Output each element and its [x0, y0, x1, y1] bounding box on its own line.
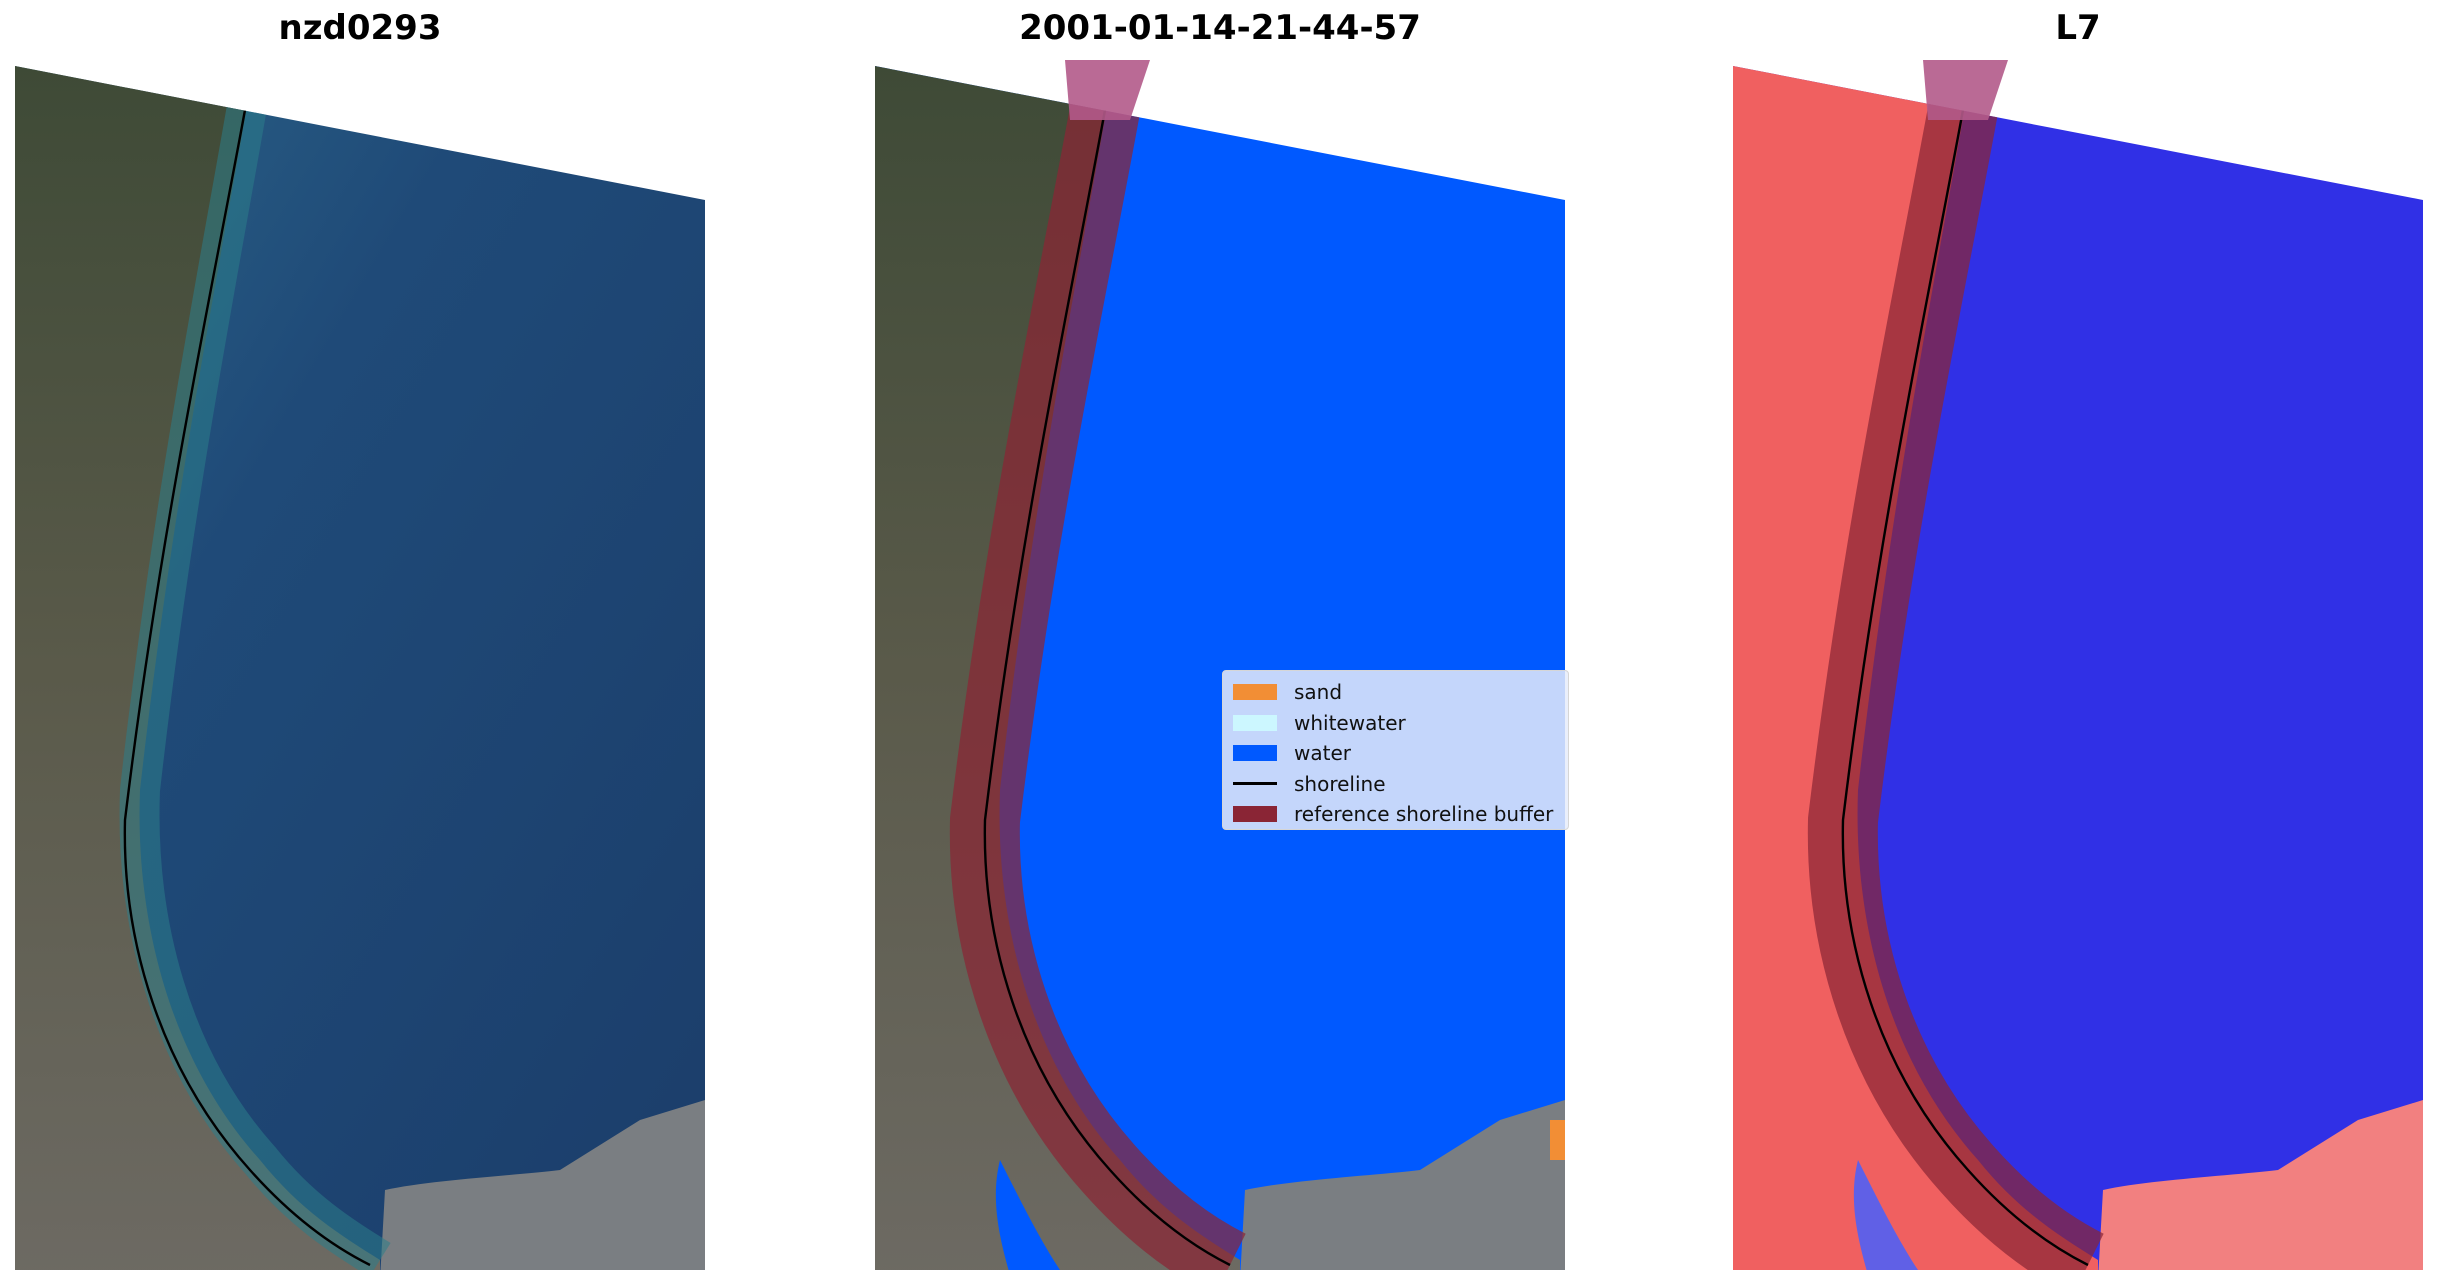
- satellite-rgb-image: [0, 60, 720, 1280]
- legend-item-sand: sand: [1233, 677, 1558, 708]
- legend-item-whitewater: whitewater: [1233, 708, 1558, 739]
- sand-swatch: [1233, 684, 1277, 701]
- panel-title-date: 2001-01-14-21-44-57: [1019, 8, 1421, 48]
- index-image: [1718, 60, 2438, 1280]
- water-swatch: [1233, 745, 1277, 762]
- legend-label: reference shoreline buffer: [1294, 802, 1554, 827]
- panel-title-satellite: L7: [2055, 8, 2101, 48]
- legend-item-buffer: reference shoreline buffer: [1233, 799, 1558, 830]
- panel-index: L7: [1718, 0, 2438, 1283]
- panel-title-site: nzd0293: [278, 8, 442, 48]
- legend-item-water: water: [1233, 738, 1558, 769]
- shoreline-line: [1233, 782, 1277, 786]
- panel-classification: 2001-01-14-21-44-57: [860, 0, 1580, 1283]
- legend-label: sand: [1294, 680, 1343, 705]
- whitewater-swatch: [1233, 714, 1277, 731]
- legend-label: water: [1294, 741, 1351, 766]
- map-legend: sand whitewater water shoreline referenc…: [1222, 670, 1569, 830]
- buffer-swatch: [1233, 806, 1277, 823]
- panel-rgb: nzd0293: [0, 0, 720, 1283]
- legend-label: whitewater: [1294, 710, 1406, 735]
- legend-item-shoreline: shoreline: [1233, 769, 1558, 800]
- classified-image: [860, 60, 1580, 1280]
- legend-label: shoreline: [1294, 771, 1386, 796]
